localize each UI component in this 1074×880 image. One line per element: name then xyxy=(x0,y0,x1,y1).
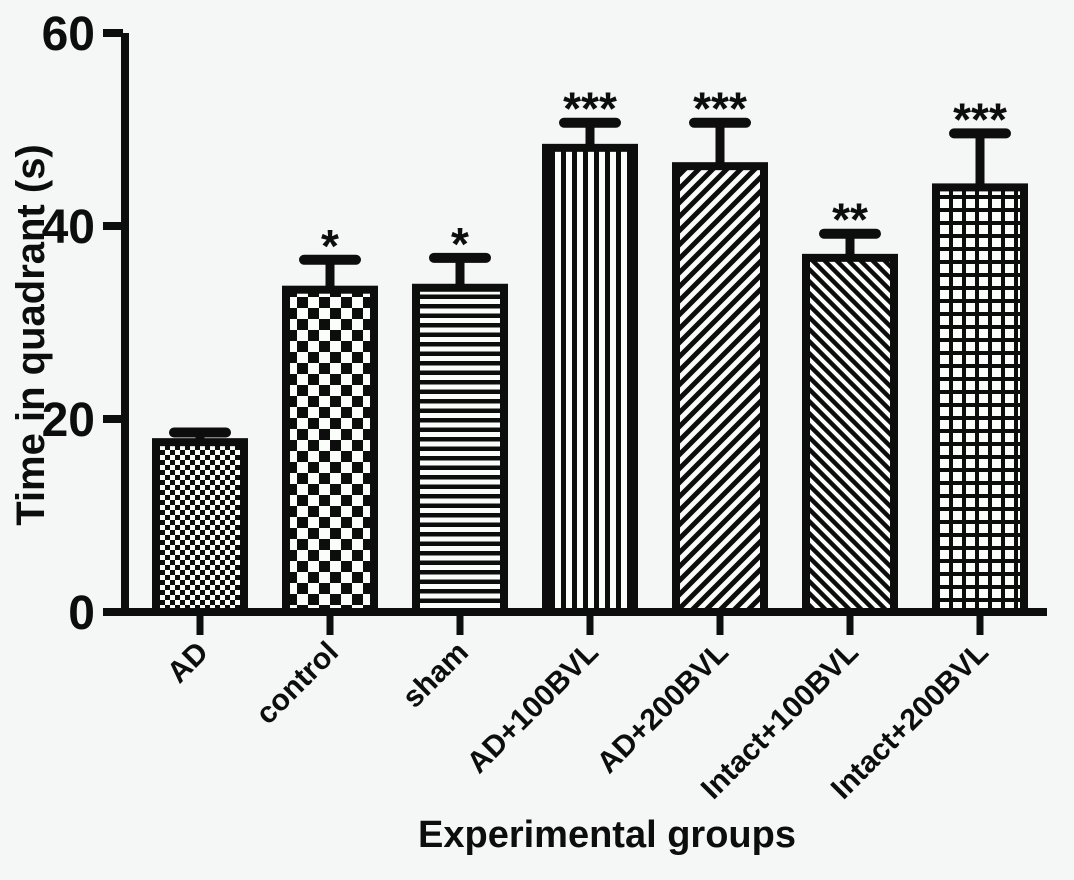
significance-stars-Intact+100BVL: ** xyxy=(832,194,868,246)
bar-Intact+200BVL xyxy=(932,183,1028,616)
significance-stars-AD+100BVL: *** xyxy=(563,83,617,135)
y-tick-label-40: 40 xyxy=(42,201,95,254)
significance-stars-AD+200BVL: *** xyxy=(693,83,747,135)
bar-Intact+100BVL xyxy=(802,253,898,616)
y-tick-label-0: 0 xyxy=(68,587,95,640)
y-tick-label-60: 60 xyxy=(42,8,95,61)
y-axis-title: Time in quadrant (s) xyxy=(9,144,53,526)
bar-AD+100BVL xyxy=(542,143,638,617)
bar-AD+200BVL xyxy=(672,162,768,616)
bar-control xyxy=(282,285,378,616)
bar-sham xyxy=(412,283,508,616)
y-tick-label-20: 20 xyxy=(42,394,95,447)
significance-stars-control: * xyxy=(321,220,339,272)
bar-AD xyxy=(152,438,248,616)
significance-stars-Intact+200BVL: *** xyxy=(953,93,1007,145)
x-axis-title: Experimental groups xyxy=(418,814,796,856)
significance-stars-sham: * xyxy=(451,218,469,270)
